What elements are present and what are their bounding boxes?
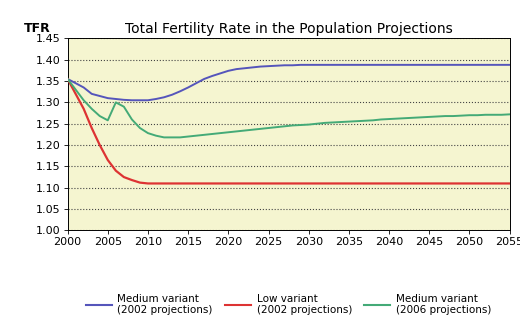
Text: TFR: TFR — [23, 21, 50, 35]
Title: Total Fertility Rate in the Population Projections: Total Fertility Rate in the Population P… — [125, 22, 452, 36]
Legend: Medium variant
(2002 projections), Low variant
(2002 projections), Medium varian: Medium variant (2002 projections), Low v… — [82, 289, 495, 319]
